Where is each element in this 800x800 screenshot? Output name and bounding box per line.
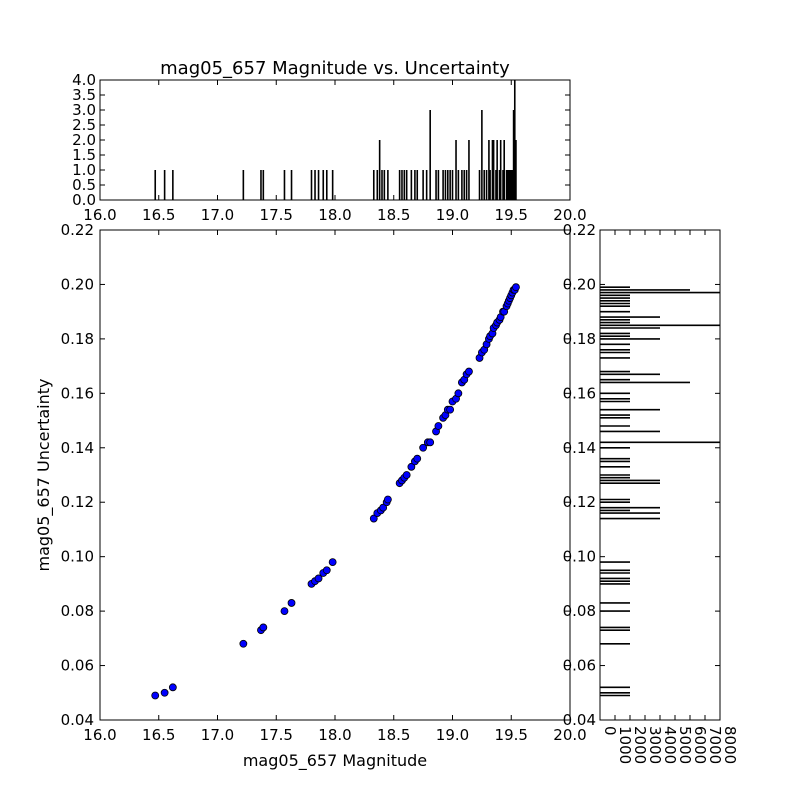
x-tick-label: 16.5 xyxy=(142,726,175,744)
x-tick-label: 16.0 xyxy=(83,206,116,224)
y-tick-label: 0.04 xyxy=(563,711,596,729)
data-point xyxy=(259,623,268,632)
top-histogram: 16.0 16.5 17.0 17.5 18.0 18.5 19.0 19.5 20.0 0.00… xyxy=(72,71,587,224)
y-tick-label: 0.22 xyxy=(61,221,94,239)
y-axis-label: mag05_657 Uncertainty xyxy=(34,378,54,571)
x-tick-label: 20.0 xyxy=(553,206,586,224)
data-point xyxy=(168,683,177,692)
x-tick-label: 16.5 xyxy=(142,206,175,224)
x-tick-label: 18.5 xyxy=(377,726,410,744)
x-tick-label: 0 xyxy=(601,726,619,736)
y-tick-label: 0.20 xyxy=(563,275,596,293)
data-point xyxy=(426,438,435,447)
y-tick-label: 3.5 xyxy=(72,86,96,104)
data-point xyxy=(287,599,296,607)
chart-title: mag05_657 Magnitude vs. Uncertainty xyxy=(160,58,510,79)
y-tick-label: 0.20 xyxy=(61,275,94,293)
y-tick-label: 0.18 xyxy=(563,330,596,348)
x-tick-label: 2000 xyxy=(631,726,649,764)
y-tick-label: 0.10 xyxy=(61,548,94,566)
x-tick-label: 17.0 xyxy=(201,726,234,744)
data-point xyxy=(454,389,463,398)
data-point xyxy=(402,471,411,479)
y-tick-label: 0.14 xyxy=(563,439,596,457)
data-point xyxy=(314,574,323,583)
data-point xyxy=(239,639,248,648)
x-tick-label: 17.0 xyxy=(201,206,234,224)
data-point xyxy=(413,454,422,463)
right-histogram: 0.04 0.06 0.08 0.10 0.12 0.14 0.16 0.18 0.20 0.22… xyxy=(563,221,739,764)
data-point xyxy=(512,283,520,292)
y-tick-label: 0.04 xyxy=(61,711,94,729)
y-tick-label: 0.08 xyxy=(563,602,596,620)
data-point xyxy=(328,558,337,567)
y-tick-label: 0.5 xyxy=(72,176,96,194)
x-tick-label: 3000 xyxy=(646,726,664,764)
x-tick-label: 18.0 xyxy=(318,206,351,224)
x-tick-label: 17.5 xyxy=(260,726,293,744)
y-tick-label: 3.0 xyxy=(72,101,96,119)
scatter-plot: 16.0 16.5 17.0 17.5 18.0 18.5 19.0 19.5 20.0 0.04… xyxy=(61,221,587,744)
y-tick-label: 4.0 xyxy=(72,71,96,89)
y-tick-label: 0.22 xyxy=(563,221,596,239)
y-tick-label: 0.08 xyxy=(61,602,94,620)
data-point xyxy=(434,422,443,430)
y-tick-label: 1.0 xyxy=(72,161,96,179)
y-tick-label: 0.10 xyxy=(563,548,596,566)
x-tick-label: 5000 xyxy=(676,726,694,764)
data-point xyxy=(407,462,416,471)
y-tick-label: 2.5 xyxy=(72,116,96,134)
data-point xyxy=(383,495,392,504)
y-tick-label: 0.06 xyxy=(61,657,94,675)
x-tick-label: 8000 xyxy=(721,726,739,764)
data-point xyxy=(369,514,378,523)
y-tick-label: 0.06 xyxy=(563,657,596,675)
x-tick-label: 18.5 xyxy=(377,206,410,224)
data-point xyxy=(160,688,169,697)
y-tick-label: 0.16 xyxy=(61,384,94,402)
x-tick-label: 19.0 xyxy=(436,206,469,224)
data-point xyxy=(322,566,331,575)
x-tick-label: 6000 xyxy=(691,726,709,764)
data-point xyxy=(419,443,428,452)
y-tick-label: 0.14 xyxy=(61,439,94,457)
x-tick-label: 18.0 xyxy=(318,726,351,744)
x-tick-label: 1000 xyxy=(616,726,634,764)
x-tick-label: 17.5 xyxy=(260,206,293,224)
x-tick-label: 19.0 xyxy=(436,726,469,744)
x-tick-label: 19.5 xyxy=(495,206,528,224)
x-axis-label: mag05_657 Magnitude xyxy=(243,751,427,771)
y-tick-label: 2.0 xyxy=(72,131,96,149)
x-tick-label: 4000 xyxy=(661,726,679,764)
data-point xyxy=(446,405,455,414)
y-tick-label: 0.16 xyxy=(563,384,596,402)
data-point xyxy=(379,503,388,512)
y-tick-label: 0.18 xyxy=(61,330,94,348)
x-tick-label: 20.0 xyxy=(553,726,586,744)
data-point xyxy=(151,691,160,700)
x-tick-label: 16.0 xyxy=(83,726,116,744)
data-point xyxy=(280,607,289,616)
data-point xyxy=(465,367,473,376)
y-tick-label: 0.12 xyxy=(61,493,94,511)
y-tick-label: 1.5 xyxy=(72,146,96,164)
y-tick-label: 0.0 xyxy=(72,191,96,209)
x-tick-label: 7000 xyxy=(706,726,724,764)
y-tick-label: 0.12 xyxy=(563,493,596,511)
x-tick-label: 19.5 xyxy=(495,726,528,744)
